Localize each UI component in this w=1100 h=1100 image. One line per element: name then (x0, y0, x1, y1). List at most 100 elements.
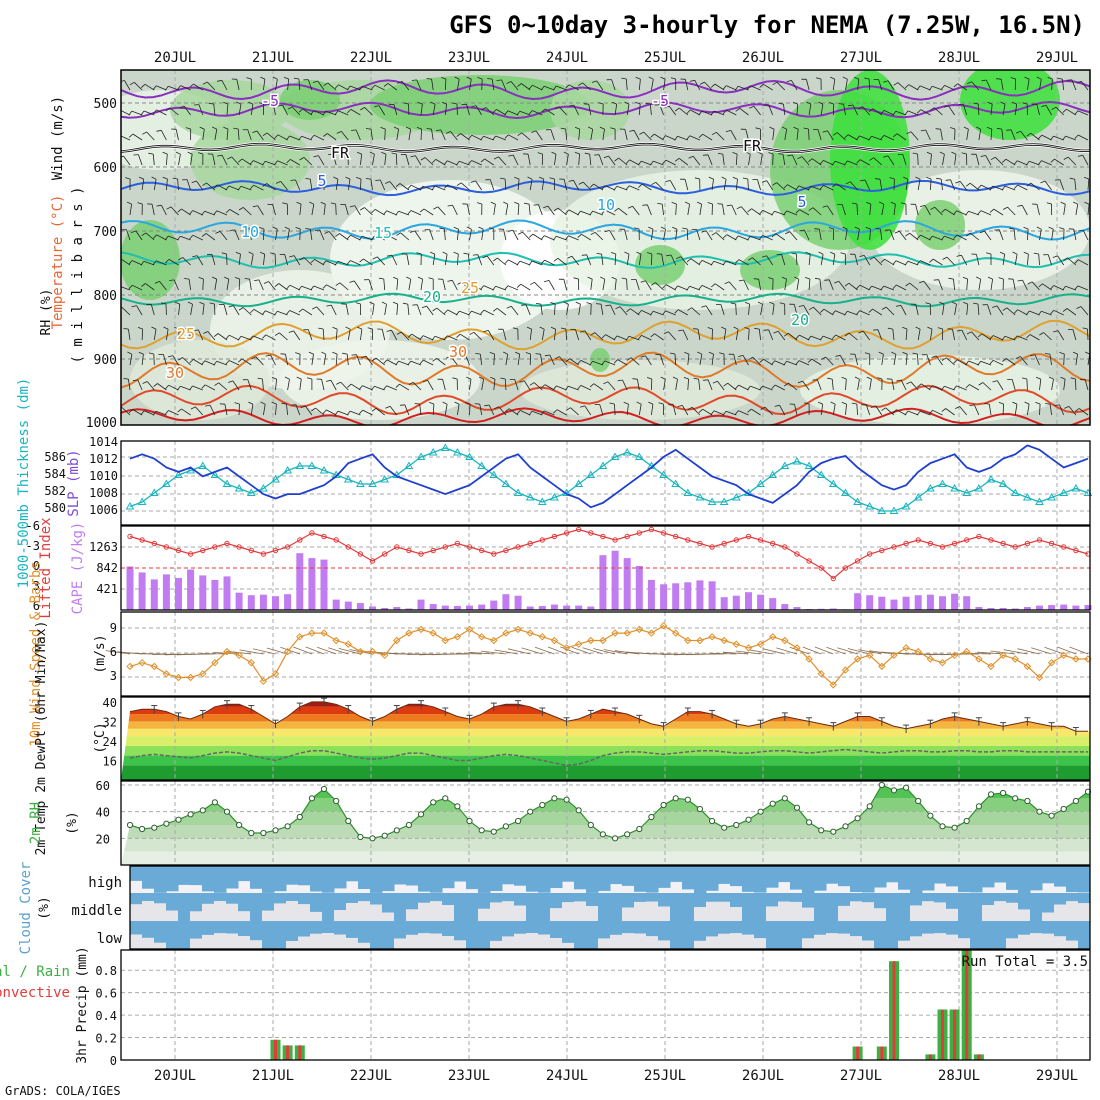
cape-bar (405, 608, 413, 610)
wind-barb-flag (117, 286, 120, 290)
cloud-low-gap (958, 938, 971, 949)
wind-barb (862, 330, 871, 341)
wind-barb (602, 129, 605, 141)
wind-barb-flag (481, 107, 487, 111)
wind-barb (481, 379, 484, 391)
wind10-tick-label: 6 (110, 645, 117, 659)
minmax-markers (151, 697, 1079, 736)
wind-barb (131, 110, 143, 116)
wind-barb (985, 155, 992, 166)
wind-barb-flag (842, 226, 848, 230)
wind-barb-flag (369, 151, 375, 155)
wind-barb (311, 354, 314, 366)
wind-barb (608, 155, 616, 166)
wind-barb-flag (650, 133, 655, 138)
thickness-tick-label: 584 (44, 467, 66, 481)
wind-barb-flag (778, 103, 784, 105)
wind-barb-flag (746, 85, 751, 90)
wind-barb-flag (1046, 202, 1052, 205)
wind-barb-flag (152, 85, 157, 90)
wind-barb (726, 85, 737, 91)
wind-barb-flag (844, 134, 849, 139)
wind-barb-flag (251, 356, 257, 360)
wind-barb (434, 185, 446, 191)
temp-band-6 (121, 714, 1090, 722)
wind10-barb (266, 647, 288, 655)
wind-barb-flag (730, 302, 736, 305)
wind-barb-flag (290, 179, 296, 181)
cloud-low-gap (298, 936, 311, 949)
rh2m-marker (587, 821, 594, 829)
wind-barb (825, 356, 834, 366)
wind-barb-flag (185, 127, 191, 130)
wind-barb (563, 179, 567, 191)
wind-barb-flag (807, 335, 812, 341)
wind-barb (216, 210, 228, 216)
wind-barb (750, 385, 761, 391)
wind-barb-flag (1015, 130, 1021, 134)
wind-barb (984, 230, 992, 241)
wind-barb (740, 206, 749, 216)
wind-barb (966, 129, 969, 141)
wind-barb (195, 406, 204, 416)
wind-barb-flag (672, 376, 678, 380)
precip-tick-label: 0 (110, 1054, 117, 1068)
wind-barb (457, 253, 459, 266)
cloud-low-gap (706, 936, 719, 949)
wind-barb-flag (784, 382, 789, 387)
rh2m-marker (272, 827, 279, 834)
cloud-high-cell (142, 866, 155, 889)
wind-barb-flag (953, 385, 957, 391)
wind-barb-flag (986, 127, 992, 130)
wind-barb (932, 258, 943, 266)
wind-barb-flag (274, 310, 278, 316)
wind-barb (699, 354, 703, 366)
cloud-middle-cell (394, 893, 407, 921)
wind-barb-flag (466, 376, 472, 380)
wind-barb-flag (710, 110, 715, 116)
cloud-low-gap (310, 933, 323, 949)
wind-barb (491, 79, 495, 91)
wind-barb (192, 234, 203, 241)
wind-barb (295, 404, 301, 416)
wind-barb (630, 357, 640, 366)
wind-barb (527, 154, 531, 166)
wind-barb-flag (371, 385, 375, 391)
wind-barb (211, 254, 216, 266)
wind-barb (653, 310, 664, 316)
wind-barb-flag (568, 179, 574, 182)
rh2m-marker (927, 812, 934, 819)
wind-barb (714, 83, 725, 91)
wind-barb (605, 209, 616, 216)
wind10-barb (722, 651, 749, 655)
wind-barb-flag (677, 405, 683, 407)
wind-barb-flag (274, 283, 280, 287)
wind-barb (730, 130, 737, 141)
cloud-middle-gap (154, 903, 167, 921)
wind-barb-flag (795, 209, 800, 214)
wind-barb-flag (385, 181, 390, 184)
wind-barb-flag (941, 85, 945, 90)
wind-barb-flag (299, 257, 305, 261)
wind-barb-flag (516, 110, 521, 116)
lifted-index-marker (854, 558, 861, 564)
wind-barb-flag (744, 301, 750, 305)
wind-barb (444, 228, 446, 241)
wind-barb-flag (1054, 404, 1060, 406)
wind-barb (1002, 104, 1006, 116)
wind-barb-flag (1000, 101, 1006, 105)
cloud-high-cell (226, 866, 239, 889)
slp-grid (121, 441, 1090, 525)
wind-barb-flag (698, 408, 703, 413)
wind-barb-flag (856, 284, 861, 290)
cloud-middle-gap (862, 902, 875, 921)
cloud-low-cell (154, 921, 167, 949)
wind-barb-flag (164, 85, 169, 91)
contour-label: 10 (597, 196, 615, 214)
thickness-marker (1035, 497, 1044, 505)
wind-barb (337, 410, 349, 416)
thickness-marker (149, 488, 159, 496)
wind-barb (517, 203, 520, 216)
wind-barb-flag (701, 305, 707, 308)
wind-barb-flag (942, 256, 948, 260)
